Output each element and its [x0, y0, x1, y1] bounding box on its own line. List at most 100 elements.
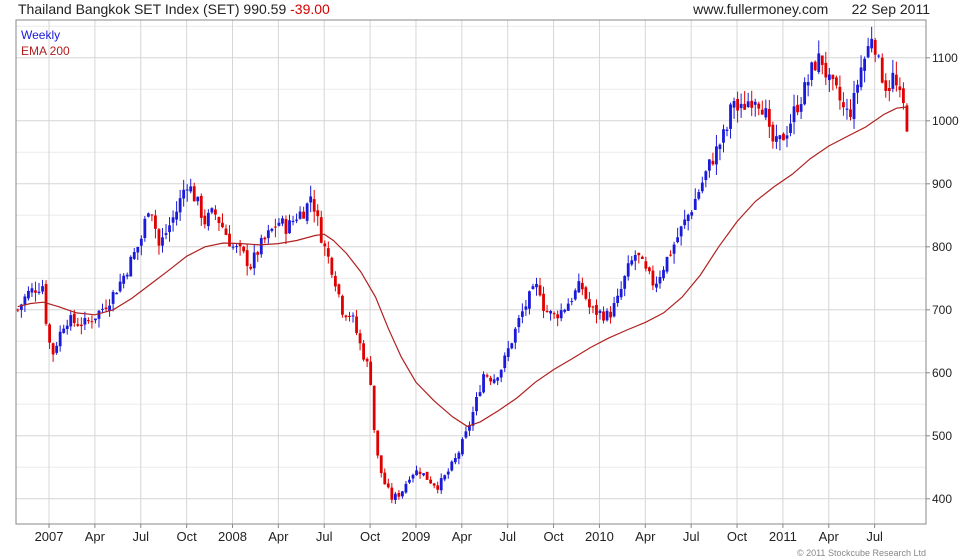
candle-body [859, 67, 863, 88]
candle-body [605, 310, 609, 321]
x-tick-label: Jul [132, 529, 149, 544]
candle-body [880, 57, 884, 83]
candle-body [704, 171, 708, 181]
candle-body [418, 471, 422, 474]
candle-body [535, 283, 538, 288]
candle-body [866, 46, 870, 58]
x-tick-label: Apr [85, 529, 106, 544]
candle-body [775, 136, 778, 142]
grid-lines [16, 20, 926, 524]
candle-body [542, 293, 545, 312]
candle-body [242, 246, 246, 252]
candle-body [475, 396, 478, 412]
candle-body [884, 80, 888, 91]
x-tick-label: Oct [543, 529, 564, 544]
candle-body [228, 233, 231, 247]
candle-body [729, 104, 732, 129]
candle-body [415, 470, 418, 476]
candle-body [690, 212, 694, 216]
candle-body [27, 290, 30, 299]
candle-body [161, 237, 164, 246]
ema-line-group [17, 106, 908, 428]
candle-body [436, 485, 440, 490]
candle-body [316, 210, 320, 217]
candle-body [856, 84, 859, 93]
candle-body [626, 263, 630, 277]
candle-body [457, 452, 461, 459]
candle-body [785, 135, 789, 139]
x-tick-label: Jul [499, 529, 516, 544]
x-tick-label: Apr [635, 529, 656, 544]
candle-body [644, 261, 648, 269]
x-tick-label: Oct [360, 529, 381, 544]
candle-body [291, 220, 295, 223]
candle-body [820, 55, 824, 65]
candle-body [658, 276, 662, 284]
candle-body [609, 311, 612, 318]
candle-body [231, 246, 235, 248]
candle-body [256, 252, 260, 255]
candle-body [355, 316, 358, 334]
candle-body [891, 72, 895, 89]
candle-body [570, 301, 574, 303]
candle-body [743, 103, 747, 110]
x-tick-label: Jul [683, 529, 700, 544]
chart-date: 22 Sep 2011 [851, 1, 930, 17]
legend-ema: EMA 200 [21, 44, 70, 58]
candle-body [584, 287, 588, 299]
candle-body [411, 474, 415, 479]
candle-body [295, 219, 298, 221]
x-tick-label: 2007 [35, 529, 64, 544]
candle-body [753, 101, 757, 105]
candle-body [559, 310, 563, 319]
candle-body [588, 299, 591, 308]
candle-body [358, 333, 362, 344]
candle-body [203, 215, 207, 225]
y-tick-label: 900 [932, 177, 952, 191]
candle-body [460, 439, 464, 455]
candle-body [284, 219, 288, 234]
candle-body [281, 218, 284, 224]
candle-body [718, 144, 722, 150]
candle-body [185, 189, 189, 191]
candle-body [199, 195, 203, 218]
candle-body [877, 55, 881, 57]
candle-body [640, 256, 644, 259]
candle-body [369, 361, 373, 385]
candle-body [489, 377, 493, 382]
x-tick-label: 2011 [769, 529, 797, 544]
candle-body [693, 198, 697, 210]
candle-body [44, 284, 48, 324]
candle-body [849, 109, 852, 118]
candle-body [468, 425, 471, 431]
candle-body [852, 92, 856, 119]
candle-body [72, 313, 76, 324]
candle-body [333, 275, 337, 287]
site-name: www.fullermoney.com [693, 1, 829, 17]
candle-body [393, 493, 397, 500]
candle-body [446, 471, 450, 475]
candle-body [101, 308, 104, 310]
candle-body [464, 431, 468, 438]
candle-body [676, 237, 680, 243]
candle-body [125, 274, 129, 277]
candle-body [330, 257, 334, 275]
candle-body [401, 491, 404, 497]
candle-body [517, 318, 521, 328]
candle-body [168, 225, 171, 233]
candle-body [150, 214, 154, 216]
candle-body [111, 292, 115, 304]
candle-body [217, 217, 221, 224]
candle-body [492, 379, 496, 383]
x-tick-label: Jul [316, 529, 333, 544]
chart-title: Thailand Bangkok SET Index (SET) 990.59 … [18, 1, 330, 17]
candle-body [189, 186, 193, 192]
legend-weekly: Weekly [21, 28, 61, 42]
candle-body [206, 212, 210, 227]
candle-body [637, 252, 641, 256]
candle-body [386, 483, 390, 488]
candle-body [390, 487, 394, 500]
y-tick-label: 800 [932, 240, 952, 254]
candle-body [337, 284, 341, 295]
